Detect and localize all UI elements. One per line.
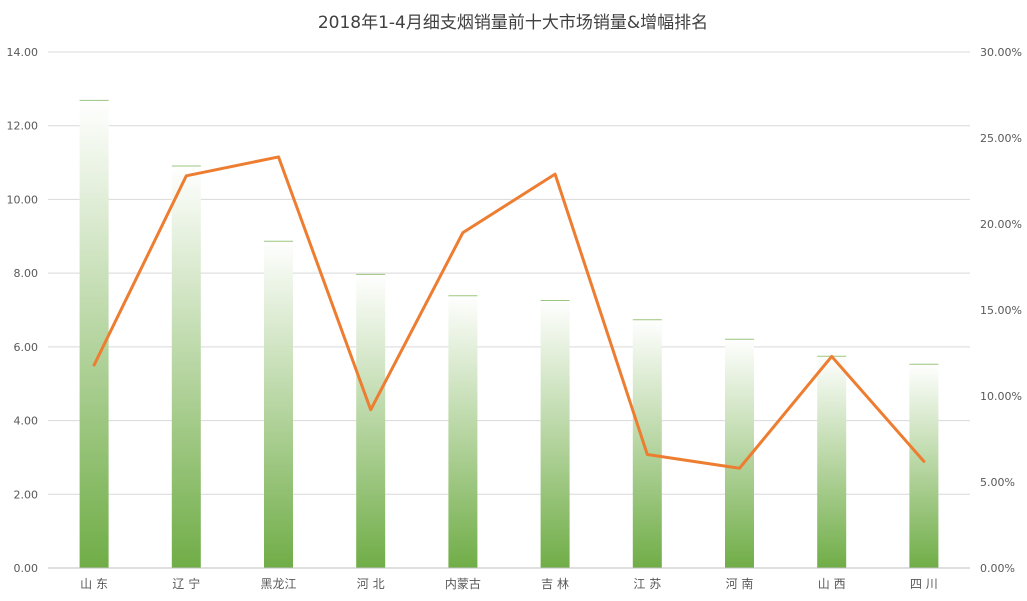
category-label: 河 南 (726, 576, 754, 591)
bar (264, 240, 293, 569)
category-label: 辽 宁 (172, 576, 200, 591)
bar (448, 295, 478, 568)
category-axis-labels: 山 东 辽 宁 黑龙江 河 北 内蒙古 吉 林 江 苏 河 南 山 西 四 川 (48, 567, 970, 591)
left-tick-label: 14.00 (7, 46, 39, 59)
bar (356, 273, 386, 568)
bar (817, 355, 847, 568)
line-series (92, 155, 926, 470)
right-tick-label: 0.00% (980, 562, 1015, 575)
left-tick-label: 0.00 (14, 562, 39, 575)
category-label: 河 北 (357, 577, 385, 591)
left-tick-label: 12.00 (7, 120, 39, 133)
right-tick-label: 10.00% (980, 390, 1022, 403)
right-tick-label: 25.00% (980, 132, 1022, 145)
left-axis-ticks: 0.00 2.00 4.00 6.00 8.00 10.00 12.00 14.00 (7, 46, 39, 575)
gridlines (48, 51, 970, 569)
left-tick-label: 2.00 (14, 488, 39, 501)
category-label: 江 苏 (633, 577, 661, 591)
category-label: 黑龙江 (260, 577, 296, 591)
bar-series (79, 99, 939, 569)
category-label: 内蒙古 (445, 576, 481, 591)
right-tick-label: 30.00% (980, 46, 1022, 59)
right-tick-label: 15.00% (980, 304, 1022, 317)
category-label: 吉 林 (541, 577, 569, 591)
bar (909, 363, 939, 568)
left-tick-label: 6.00 (14, 341, 39, 354)
growth-line (92, 155, 926, 470)
bar (79, 99, 109, 569)
left-tick-label: 10.00 (7, 193, 39, 206)
right-axis-ticks: 0.00% 5.00% 10.00% 15.00% 20.00% 25.00% 30.00% (980, 46, 1022, 575)
bar (725, 338, 754, 568)
bar (171, 165, 201, 568)
right-tick-label: 5.00% (980, 476, 1015, 489)
left-tick-label: 8.00 (14, 267, 39, 280)
bar (632, 319, 662, 568)
right-tick-label: 20.00% (980, 218, 1022, 231)
chart-title: 2018年1-4月细支烟销量前十大市场销量&增幅排名 (318, 13, 708, 33)
category-label: 山 西 (818, 577, 846, 591)
bar (540, 300, 570, 568)
left-tick-label: 4.00 (14, 415, 39, 428)
category-label: 四 川 (910, 577, 938, 591)
category-label: 山 东 (80, 577, 108, 591)
